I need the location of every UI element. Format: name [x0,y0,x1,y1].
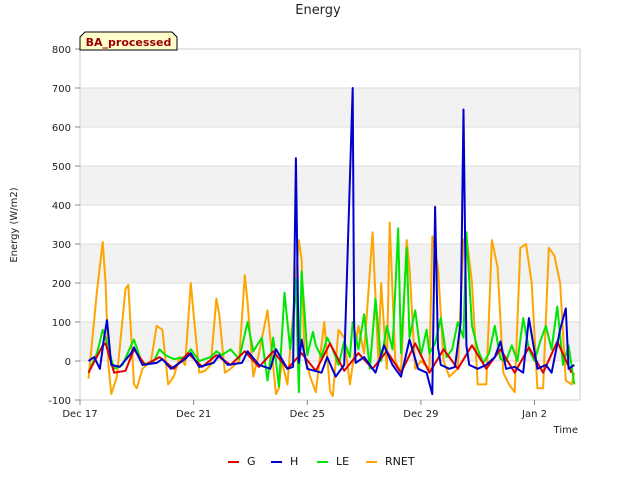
background-band [80,244,580,283]
x-tick-label: Dec 29 [403,409,438,420]
y-tick-label: 700 [52,84,71,95]
y-tick-label: 300 [52,240,71,251]
y-tick-label: 0 [65,357,71,368]
x-tick-label: Dec 17 [62,409,97,420]
x-tick-label: Dec 21 [176,409,211,420]
x-tick-label: Dec 25 [290,409,325,420]
legend-label-g: G [247,455,256,468]
x-axis-title: Time [553,425,578,436]
background-band [80,88,580,127]
y-tick-label: 200 [52,279,71,290]
y-tick-label: 400 [52,201,71,212]
background-band [80,166,580,205]
y-axis-title: Energy (W/m2) [9,187,20,262]
plot-frame [79,48,581,401]
y-tick-label: 600 [52,123,71,134]
x-axis-ticks: Dec 17 Dec 21 Dec 25 Dec 29 Jan 2 [62,400,547,420]
y-axis-ticks: -100 0 100 200 300 400 500 600 700 800 [48,45,80,407]
y-tick-label: 800 [52,45,71,56]
y-tick-label: 500 [52,162,71,173]
series-lines [87,87,576,398]
badge-background [79,31,178,51]
series-line-h [87,87,575,396]
legend-label-rnet: RNET [385,455,415,468]
x-tick-label: Jan 2 [521,409,547,420]
legend: G H LE RNET [228,455,415,468]
y-tick-label: 100 [52,318,71,329]
y-tick-label: -100 [48,396,71,407]
badge-label: BA_processed [86,36,172,49]
plot-background-bands [80,88,580,361]
chart-title: Energy [295,3,341,18]
legend-label-le: LE [336,455,349,468]
legend-label-h: H [290,455,298,468]
processing-badge: BA_processed [79,31,178,51]
